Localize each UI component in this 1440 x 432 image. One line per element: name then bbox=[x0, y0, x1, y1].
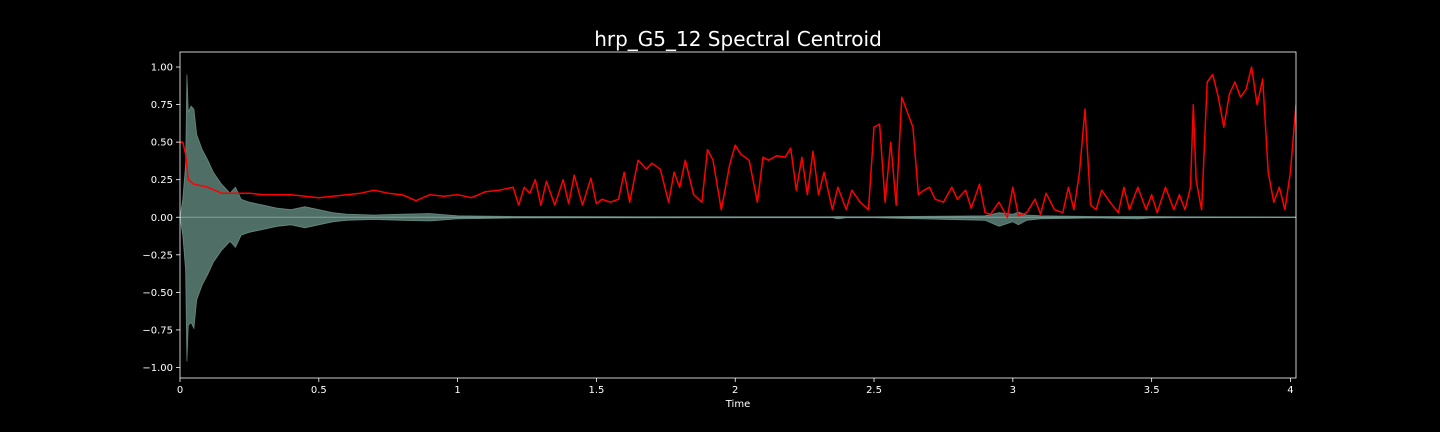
x-tick-label: 1.5 bbox=[588, 385, 604, 396]
y-tick-label: 0.00 bbox=[151, 213, 173, 224]
spectral-centroid-line bbox=[180, 66, 1296, 219]
waveform-area bbox=[180, 74, 1296, 362]
y-tick-label: −0.25 bbox=[142, 250, 173, 261]
x-tick-label: 2 bbox=[732, 385, 738, 396]
x-tick-label: 3.5 bbox=[1144, 385, 1160, 396]
y-tick-label: −0.75 bbox=[142, 325, 173, 336]
y-tick-label: −1.00 bbox=[142, 363, 173, 374]
y-tick-label: −0.50 bbox=[142, 288, 173, 299]
x-axis-ticks: 0 0.5 1 1.5 2 2.5 3 3.5 4 bbox=[177, 378, 1294, 396]
plot-area bbox=[179, 51, 1297, 379]
x-tick-label: 4 bbox=[1287, 385, 1293, 396]
x-axis-label: Time bbox=[725, 399, 750, 410]
x-tick-label: 1 bbox=[454, 385, 460, 396]
x-tick-label: 0 bbox=[177, 385, 183, 396]
x-tick-label: 0.5 bbox=[311, 385, 327, 396]
y-tick-label: 0.75 bbox=[151, 100, 173, 111]
y-tick-label: 0.25 bbox=[151, 175, 173, 186]
x-tick-label: 2.5 bbox=[866, 385, 882, 396]
y-tick-label: 1.00 bbox=[151, 63, 173, 74]
y-axis-ticks: 1.00 0.75 0.50 0.25 0.00 −0.25 −0.50 −0.75 −1.00 bbox=[142, 63, 180, 374]
x-tick-label: 3 bbox=[1010, 385, 1016, 396]
chart-title: hrp_G5_12 Spectral Centroid bbox=[594, 27, 882, 51]
axes-frame bbox=[179, 51, 1297, 379]
y-tick-label: 0.50 bbox=[151, 138, 173, 149]
